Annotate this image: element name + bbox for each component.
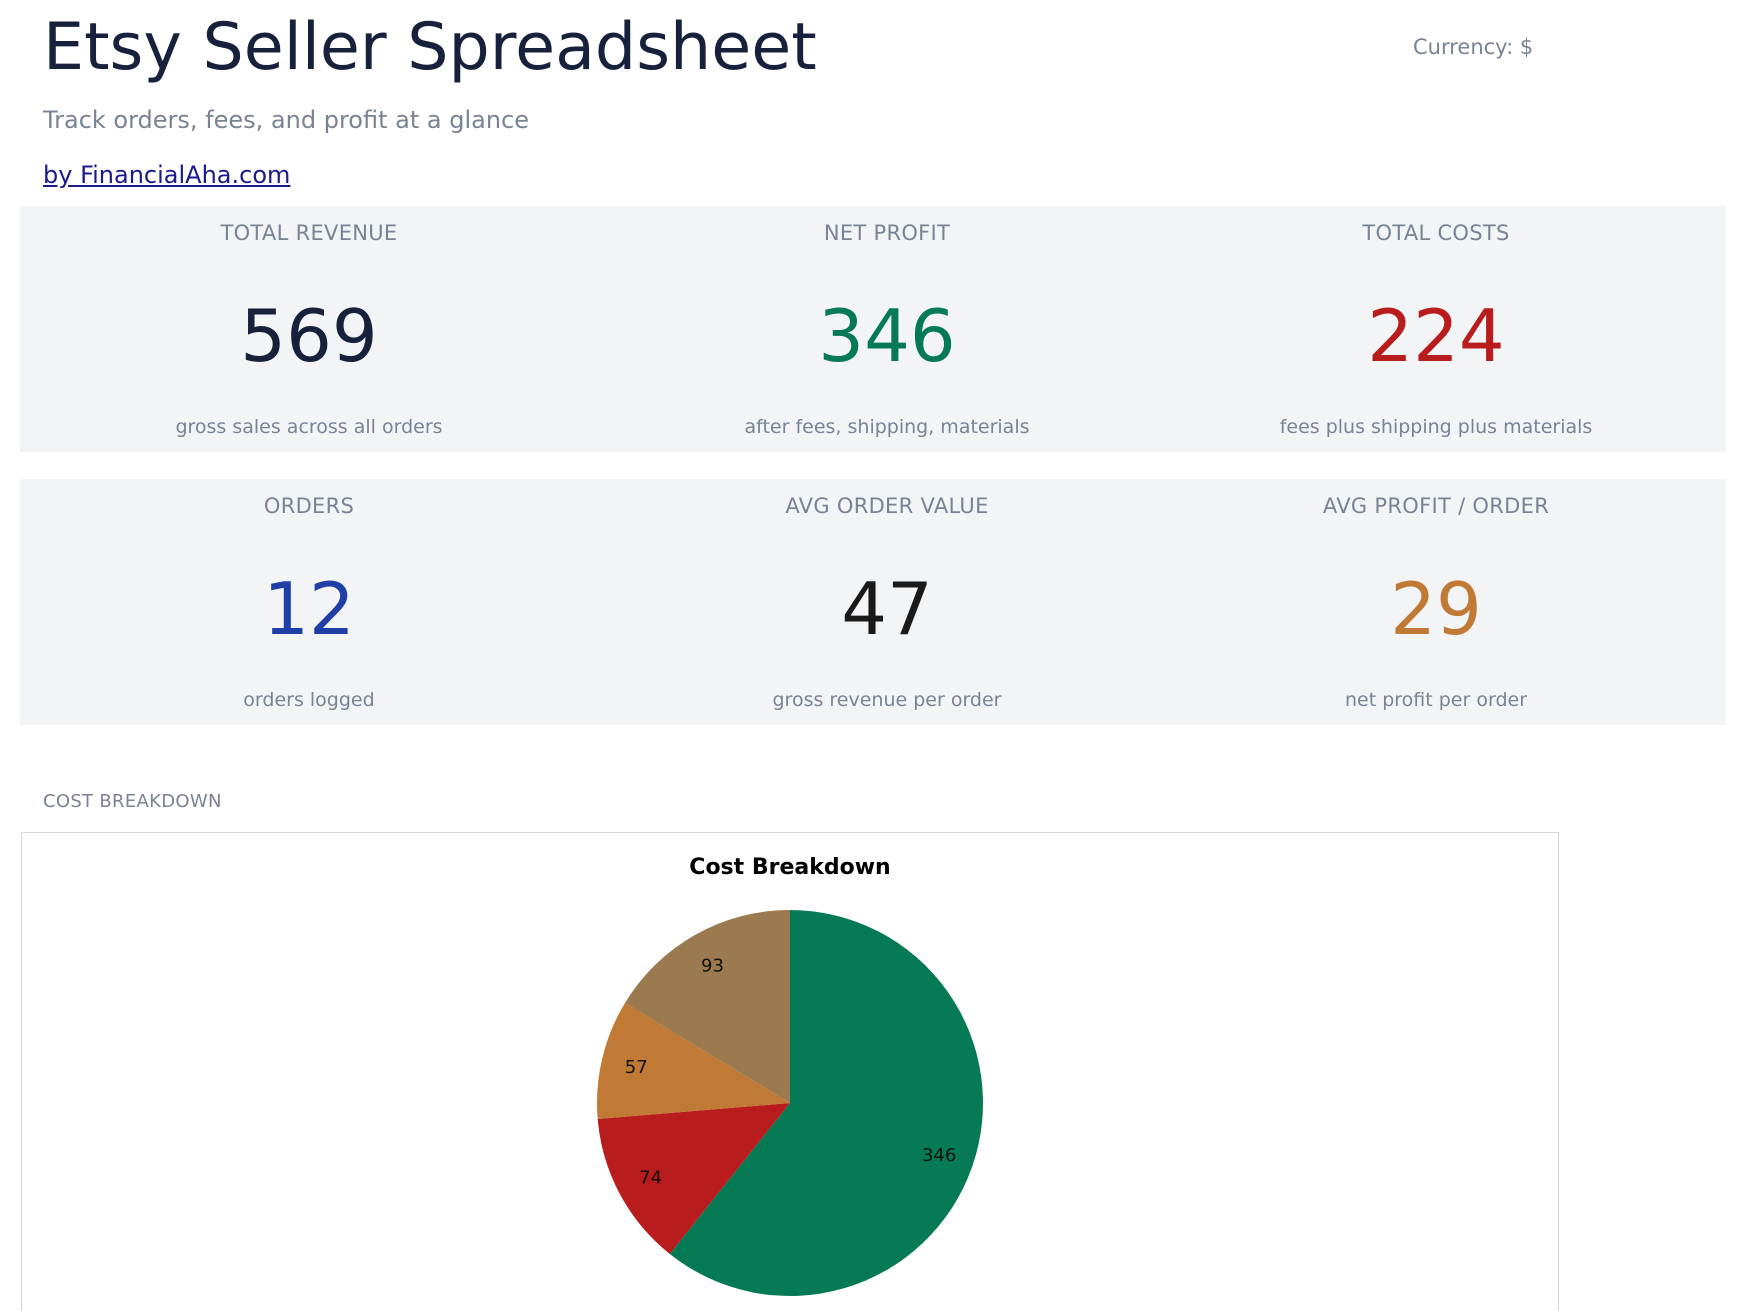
kpi-label: TOTAL COSTS (1362, 221, 1510, 245)
byline-link[interactable]: by FinancialAha.com (43, 161, 291, 189)
pie-labels: 346 74 57 93 (625, 955, 957, 1188)
kpi-orders: ORDERS 12 orders logged (20, 479, 598, 725)
kpi-value: 12 (263, 567, 355, 651)
pie-slice-label-1: 74 (639, 1167, 662, 1188)
kpi-label: AVG ORDER VALUE (785, 494, 989, 518)
kpi-note: gross revenue per order (772, 689, 1002, 711)
pie-slice-2 (597, 1002, 790, 1119)
kpi-label: TOTAL REVENUE (220, 221, 398, 245)
currency-indicator: Currency: $ (1413, 35, 1534, 59)
page-subtitle: Track orders, fees, and profit at a glan… (43, 106, 529, 134)
cost-breakdown-pie-chart: Cost Breakdown 346 74 57 93 (597, 855, 983, 1296)
kpi-note: gross sales across all orders (175, 416, 443, 438)
cost-breakdown-chart-card: Cost Breakdown 346 74 57 93 (21, 832, 1559, 1311)
kpi-label: NET PROFIT (823, 221, 951, 245)
kpi-value: 569 (240, 294, 378, 378)
kpi-value: 346 (818, 294, 956, 378)
pie-slice-label-2: 57 (625, 1057, 648, 1078)
kpi-value: 224 (1367, 294, 1505, 378)
page-header: Etsy Seller Spreadsheet Track orders, fe… (43, 0, 1543, 200)
kpi-note: orders logged (243, 689, 375, 711)
kpi-row-primary: TOTAL REVENUE 569 gross sales across all… (20, 206, 1726, 452)
kpi-avg-order-value: AVG ORDER VALUE 47 gross revenue per ord… (598, 479, 1176, 725)
kpi-note: net profit per order (1344, 689, 1528, 711)
pie-slice-label-3: 93 (701, 955, 724, 976)
pie-slice-0 (669, 910, 983, 1296)
kpi-total-costs: TOTAL COSTS 224 fees plus shipping plus … (1147, 206, 1725, 452)
pie-slice-label-0: 346 (922, 1145, 956, 1166)
pie-slices (597, 910, 983, 1296)
kpi-note: fees plus shipping plus materials (1279, 416, 1593, 438)
kpi-avg-profit-per-order: AVG PROFIT / ORDER 29 net profit per ord… (1147, 479, 1725, 725)
kpi-label: ORDERS (263, 494, 355, 518)
pie-slice-3 (625, 910, 790, 1103)
kpi-value: 47 (841, 567, 933, 651)
kpi-note: after fees, shipping, materials (744, 416, 1030, 438)
chart-title: Cost Breakdown (689, 855, 890, 880)
kpi-total-revenue: TOTAL REVENUE 569 gross sales across all… (20, 206, 598, 452)
section-label-cost-breakdown: COST BREAKDOWN (43, 791, 222, 812)
kpi-label: AVG PROFIT / ORDER (1322, 494, 1550, 518)
kpi-net-profit: NET PROFIT 346 after fees, shipping, mat… (598, 206, 1176, 452)
kpi-value: 29 (1390, 567, 1482, 651)
pie-slice-1 (597, 1103, 790, 1254)
page-title: Etsy Seller Spreadsheet (43, 10, 817, 85)
kpi-row-secondary: ORDERS 12 orders logged AVG ORDER VALUE … (20, 479, 1726, 725)
